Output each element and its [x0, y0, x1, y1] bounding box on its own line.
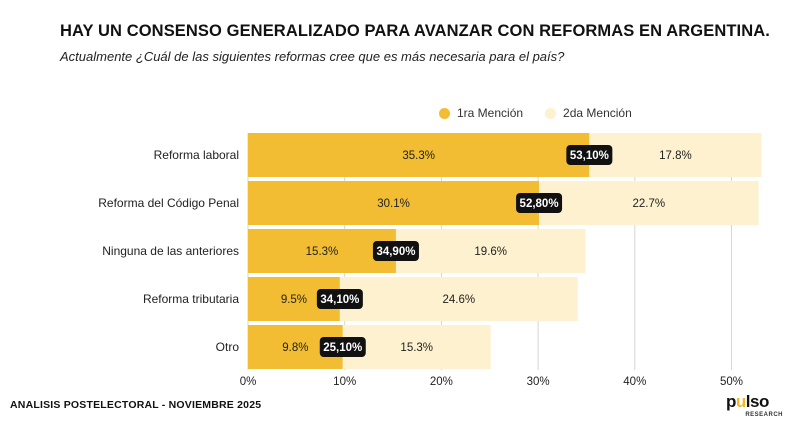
- footer-text: ANALISIS POSTELECTORAL - NOVIEMBRE 2025: [10, 399, 262, 411]
- total-badge: [319, 337, 366, 357]
- total-badge-label: 53,10%: [570, 150, 609, 162]
- total-badge: [372, 241, 419, 261]
- value-label-second: 24.6%: [443, 294, 476, 306]
- total-badge-label: 34,90%: [376, 246, 415, 258]
- legend-swatch-second: [545, 107, 557, 119]
- bar-first-mention: [248, 133, 590, 177]
- chart-title: HAY UN CONSENSO GENERALIZADO PARA AVANZA…: [60, 22, 770, 40]
- legend-item-second: 2da Mención: [545, 106, 632, 120]
- value-label-first: 30.1%: [377, 198, 410, 210]
- category-label: Ninguna de las anteriores: [102, 244, 239, 258]
- value-label-first: 9.5%: [281, 294, 307, 306]
- value-label-second: 22.7%: [633, 198, 666, 210]
- bar-second-mention: [342, 325, 491, 369]
- legend-label-first: 1ra Mención: [457, 106, 524, 120]
- legend: 1ra Mención 2da Mención: [439, 106, 654, 120]
- category-label: Reforma del Código Penal: [98, 196, 239, 210]
- bar-second-mention: [539, 181, 759, 225]
- bar-first-mention: [248, 181, 540, 225]
- value-label-first: 35.3%: [402, 150, 435, 162]
- total-badge-label: 52,80%: [520, 198, 559, 210]
- logo: pulso RESEARCH: [726, 392, 786, 422]
- bar-first-mention: [248, 229, 396, 273]
- logo-wordmark: pulso: [726, 392, 769, 411]
- x-tick-label: 20%: [430, 376, 453, 388]
- total-badge: [516, 193, 563, 213]
- total-badge: [316, 289, 363, 309]
- bar-second-mention: [339, 277, 578, 321]
- x-tick-label: 30%: [527, 376, 550, 388]
- chart-subtitle: Actualmente ¿Cuál de las siguientes refo…: [60, 49, 565, 64]
- total-badge-label: 25,10%: [323, 342, 362, 354]
- value-label-first: 9.8%: [282, 342, 308, 354]
- logo-subtitle: RESEARCH: [745, 412, 783, 418]
- value-label-second: 19.6%: [474, 246, 507, 258]
- category-label: Otro: [216, 340, 240, 354]
- total-badge: [566, 145, 613, 165]
- category-label: Reforma tributaria: [143, 292, 239, 306]
- x-tick-label: 10%: [333, 376, 356, 388]
- bar-second-mention: [395, 229, 586, 273]
- legend-label-second: 2da Mención: [563, 106, 632, 120]
- x-tick-label: 0%: [240, 376, 257, 388]
- legend-item-first: 1ra Mención: [439, 106, 523, 120]
- bar-second-mention: [589, 133, 762, 177]
- x-tick-label: 50%: [720, 376, 743, 388]
- total-badge-label: 34,10%: [320, 294, 359, 306]
- value-label-first: 15.3%: [306, 246, 339, 258]
- category-label: Reforma laboral: [154, 148, 239, 162]
- x-tick-label: 40%: [623, 376, 646, 388]
- value-label-second: 15.3%: [400, 342, 433, 354]
- value-label-second: 17.8%: [659, 150, 692, 162]
- legend-swatch-first: [439, 107, 450, 119]
